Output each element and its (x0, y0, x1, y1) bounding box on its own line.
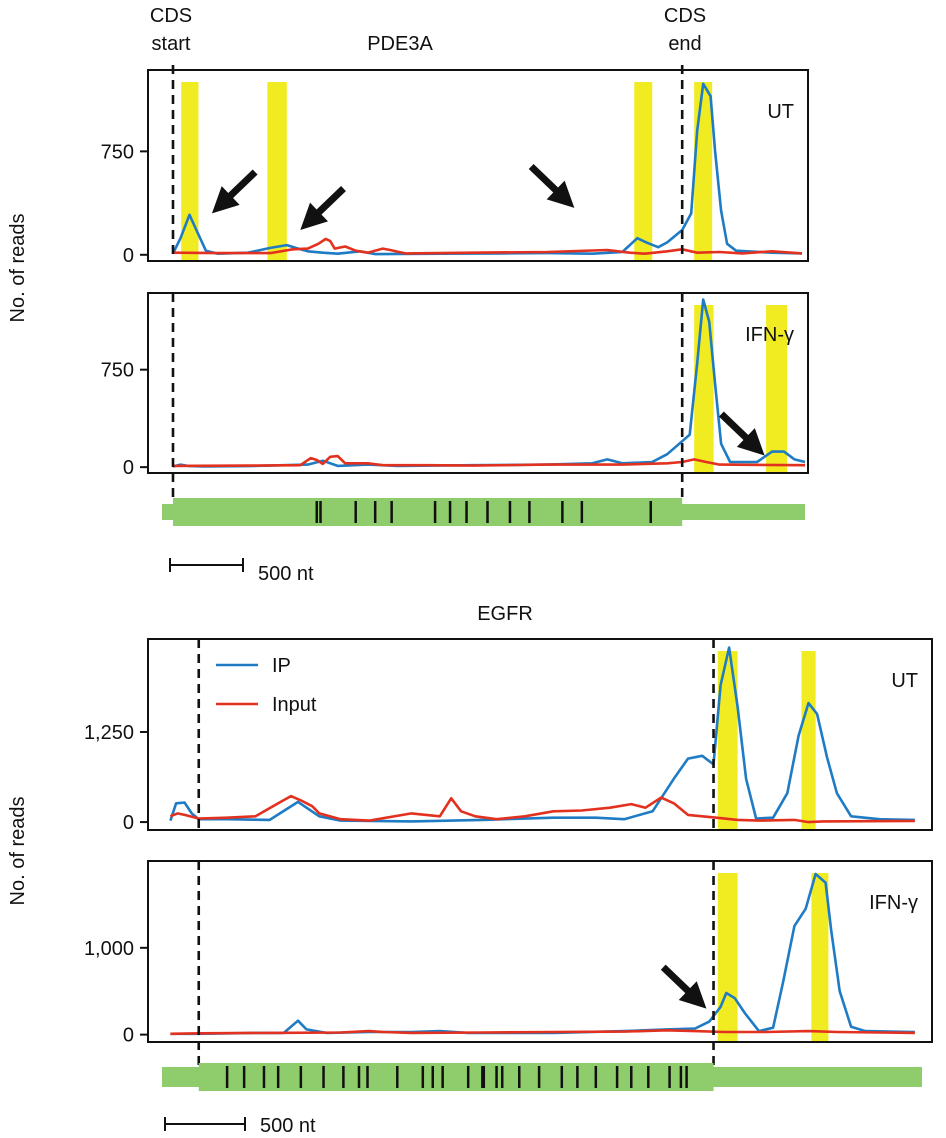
egfr-ut-panel: 0 1,250 UT (84, 638, 933, 834)
egfr-block: EGFR No. of reads 0 1,250 UT 0 1,000 IFN-γ I… (7, 603, 933, 1137)
pde3a-gene-title: PDE3A (367, 33, 433, 55)
egfr-scale-bar: 500 nt (164, 1115, 316, 1137)
pde3a-p0-frame (147, 69, 809, 262)
pde3a-scale-bar-label: 500 nt (258, 563, 314, 585)
pde3a-cds-bar (172, 498, 683, 526)
pde3a-cds-end-label-line1: CDS (664, 5, 706, 27)
egfr-cds-bar (198, 1063, 714, 1091)
legend-input-label: Input (272, 694, 317, 716)
egfr-ifng-panel: 0 1,000 IFN-γ (84, 860, 933, 1072)
egfr-p1-series-ip (170, 872, 915, 1036)
egfr-scale-bar-label: 500 nt (260, 1115, 316, 1137)
pde3a-p0-highlight-band-3 (694, 82, 713, 261)
egfr-p0-series-ip (169, 646, 915, 823)
pde3a-ifng-panel: 0 750 IFN-γ (101, 292, 809, 503)
egfr-legend: IP Input (216, 655, 317, 716)
pde3a-p1-ytick-label-1: 750 (101, 360, 134, 382)
egfr-p1-condition-label: IFN-γ (869, 892, 918, 914)
egfr-p1-highlight-band-1 (811, 873, 829, 1042)
pde3a-gene-model (162, 498, 805, 526)
pde3a-cds-end-label-line2: end (668, 33, 701, 55)
pde3a-p0-highlight-band-1 (267, 82, 287, 261)
pde3a-p0-highlight-band-2 (634, 82, 653, 261)
pde3a-cds-start-label-line2: start (152, 33, 191, 55)
egfr-p0-highlight-band-0 (717, 651, 738, 830)
egfr-p1-ytick-label-0: 0 (123, 1025, 134, 1047)
pde3a-p0-arrow-head-2 (546, 180, 575, 208)
egfr-gene-title: EGFR (477, 603, 533, 625)
egfr-p0-ytick-label-0: 0 (123, 812, 134, 834)
pde3a-scale-bar: 500 nt (169, 558, 314, 585)
egfr-p1-frame (147, 860, 933, 1043)
pde3a-p0-highlight-band-0 (181, 82, 199, 261)
egfr-p0-ytick-label-1: 1,250 (84, 722, 134, 744)
pde3a-p1-series-input (172, 454, 806, 468)
egfr-p1-arrow-head-0 (678, 981, 707, 1009)
pde3a-p1-arrow-head-0 (736, 428, 765, 456)
pde3a-ut-panel: 0 750 UT (101, 65, 809, 267)
pde3a-p0-arrow-head-0 (211, 186, 240, 214)
egfr-gene-model (162, 1063, 922, 1091)
egfr-p0-condition-label: UT (891, 670, 918, 692)
egfr-p1-ytick-label-1: 1,000 (84, 938, 134, 960)
pde3a-p1-frame (147, 292, 809, 474)
pde3a-p1-highlight-band-1 (766, 305, 788, 473)
pde3a-block: CDS start CDS end PDE3A No. of reads 0 75… (7, 5, 809, 585)
egfr-p1-series-input (170, 1029, 915, 1036)
pde3a-p0-arrow-head-1 (300, 202, 328, 230)
pde3a-cds-start-label-line1: CDS (150, 5, 192, 27)
pde3a-p0-condition-label: UT (767, 101, 794, 123)
pde3a-p0-ytick-label-0: 0 (123, 245, 134, 267)
pde3a-p1-condition-label: IFN-γ (745, 324, 794, 346)
egfr-p1-highlight-band-0 (717, 873, 738, 1042)
egfr-y-axis-label: No. of reads (7, 797, 29, 906)
pde3a-p0-ytick-label-1: 750 (101, 141, 134, 163)
pde3a-p0-series-input (172, 237, 803, 255)
pde3a-y-axis-label: No. of reads (7, 214, 29, 323)
egfr-p0-series-input (169, 794, 915, 824)
egfr-p0-highlight-band-1 (801, 651, 816, 830)
pde3a-p1-ytick-label-0: 0 (123, 457, 134, 479)
legend-ip-label: IP (272, 655, 291, 677)
egfr-p0-frame (147, 638, 933, 831)
